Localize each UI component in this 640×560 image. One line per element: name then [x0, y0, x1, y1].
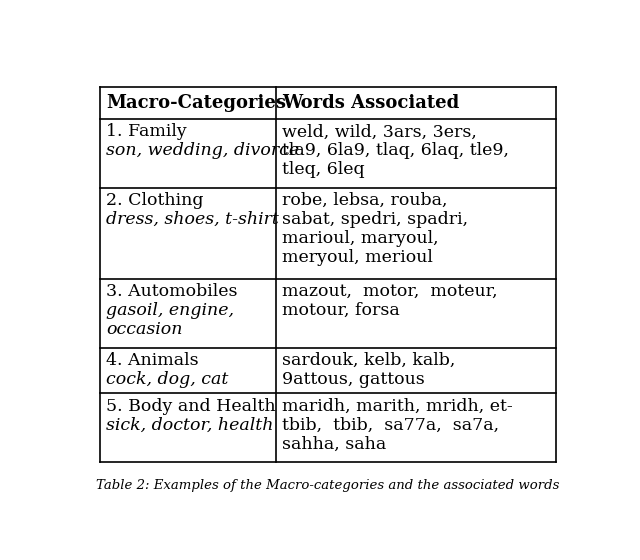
Text: 5. Body and Health: 5. Body and Health — [106, 398, 276, 414]
Text: Macro-Categories: Macro-Categories — [106, 94, 286, 112]
Text: sardouk, kelb, kalb,: sardouk, kelb, kalb, — [282, 352, 455, 369]
Text: sahha, saha: sahha, saha — [282, 436, 386, 452]
Text: Table 2: Examples of the Macro-categories and the associated words: Table 2: Examples of the Macro-categorie… — [96, 479, 560, 492]
Text: maridh, marith, mridh, et-: maridh, marith, mridh, et- — [282, 398, 513, 414]
Text: 4. Animals: 4. Animals — [106, 352, 199, 369]
Text: weld, wild, 3ars, 3ers,: weld, wild, 3ars, 3ers, — [282, 123, 477, 141]
Text: cock, dog, cat: cock, dog, cat — [106, 371, 228, 388]
Text: Words Associated: Words Associated — [282, 94, 460, 112]
Text: tbib,  tbib,  sa77a,  sa7a,: tbib, tbib, sa77a, sa7a, — [282, 417, 499, 433]
Text: mazout,  motor,  moteur,: mazout, motor, moteur, — [282, 283, 497, 300]
Text: gasoil, engine,: gasoil, engine, — [106, 302, 234, 319]
Text: 9attous, gattous: 9attous, gattous — [282, 371, 425, 388]
Text: sabat, spedri, spadri,: sabat, spedri, spadri, — [282, 211, 468, 228]
Text: son, wedding, divorce: son, wedding, divorce — [106, 142, 300, 160]
Text: dress, shoes, t-shirt: dress, shoes, t-shirt — [106, 211, 279, 228]
Text: meryoul, merioul: meryoul, merioul — [282, 249, 433, 266]
Text: marioul, maryoul,: marioul, maryoul, — [282, 230, 438, 247]
Text: motour, forsa: motour, forsa — [282, 302, 400, 319]
Text: tleq, 6leq: tleq, 6leq — [282, 161, 365, 178]
Text: sick, doctor, health: sick, doctor, health — [106, 417, 274, 433]
Text: tla9, 6la9, tlaq, 6laq, tle9,: tla9, 6la9, tlaq, 6laq, tle9, — [282, 142, 509, 160]
Text: occasion: occasion — [106, 321, 183, 338]
Text: robe, lebsa, rouba,: robe, lebsa, rouba, — [282, 192, 447, 209]
Text: 3. Automobiles: 3. Automobiles — [106, 283, 238, 300]
Text: 2. Clothing: 2. Clothing — [106, 192, 204, 209]
Text: 1. Family: 1. Family — [106, 123, 187, 141]
